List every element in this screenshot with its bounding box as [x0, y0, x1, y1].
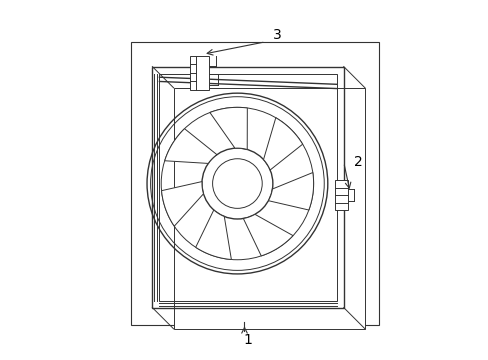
- Text: 1: 1: [243, 333, 252, 346]
- Polygon shape: [161, 181, 203, 226]
- Bar: [131, 42, 378, 325]
- Polygon shape: [263, 118, 302, 170]
- Polygon shape: [209, 107, 247, 149]
- Text: 3: 3: [272, 28, 281, 42]
- Polygon shape: [268, 172, 313, 210]
- Polygon shape: [173, 88, 364, 329]
- Bar: [189, 56, 209, 90]
- Polygon shape: [164, 129, 217, 163]
- Text: 2: 2: [354, 155, 363, 169]
- Bar: [334, 180, 347, 210]
- Polygon shape: [243, 214, 292, 256]
- Polygon shape: [195, 210, 231, 260]
